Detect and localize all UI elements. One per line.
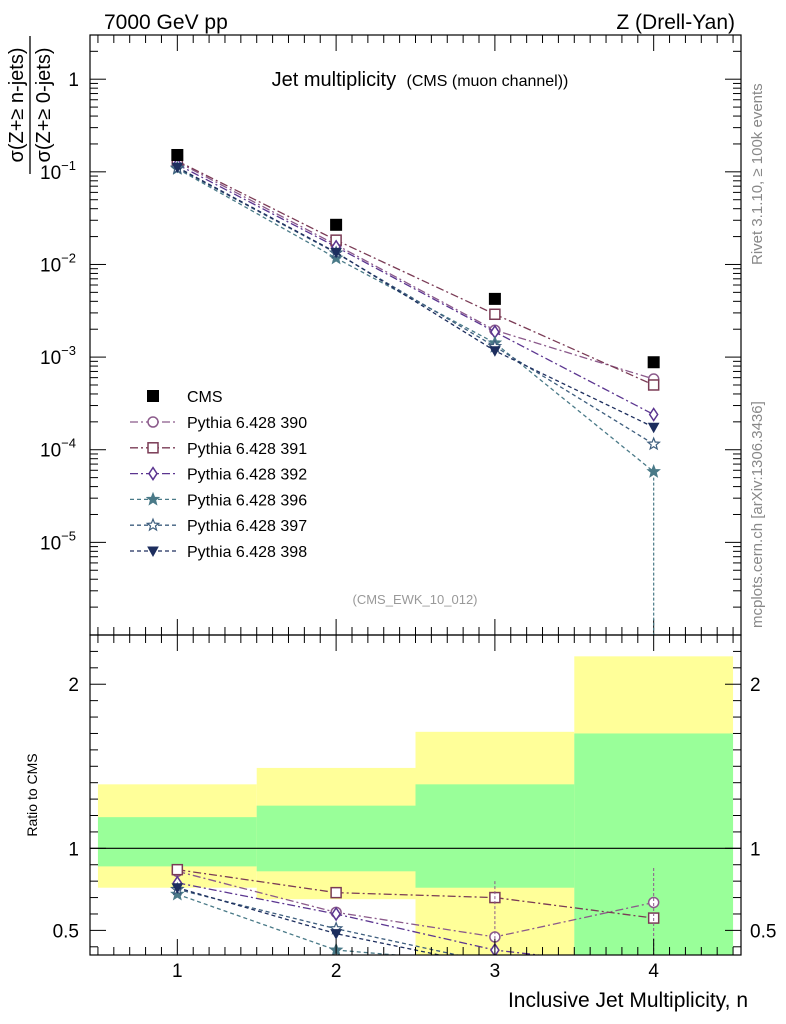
series-group [172,157,659,422]
legend-marker [147,390,159,402]
ratio-plot-frame [89,634,742,956]
analysis-id: (CMS_EWK_10_012) [353,592,478,607]
legend-marker [147,546,159,558]
legend-marker [145,491,161,506]
series-group [171,156,660,385]
ratio-line [177,882,544,955]
x-axis-label: Inclusive Jet Multiplicity, n [508,989,748,1012]
x-tick-label: 2 [331,961,342,982]
series-line [177,161,654,380]
series-group [170,160,661,451]
series-point [489,308,501,321]
band-group [97,656,734,955]
ratio-line [177,893,404,955]
ratio-panel: 0.5 0.5 1 1 2 2 Ratio to CMS 1 2 3 4 Inclusive J… [24,634,777,1012]
y-tick-label: 10−2 [40,250,76,276]
legend-marker [148,466,158,481]
data-point [171,148,184,161]
ratio-point [330,929,342,940]
y-tick-label: 1 [68,70,79,91]
series-group [171,162,660,434]
x-tick-labels: 1 2 3 4 [172,961,659,982]
series-point [647,422,660,434]
ratio-point [171,863,184,876]
y-tick-label: 10−5 [40,528,76,554]
header-right: Z (Drell-Yan) [616,11,735,34]
data-point [330,218,343,231]
x-tick-label: 1 [172,961,183,982]
main-panel: Jet multiplicity (CMS (muon channel)) (C… [6,34,742,636]
series-line [177,160,654,386]
ratio-point [647,896,660,909]
series-group [171,155,660,391]
chart-title: Jet multiplicity (CMS (muon channel)) [272,69,569,91]
mcplots-label: mcplots.cern.ch [arXiv:1306.3436] [749,401,766,628]
legend-label: Pythia 6.428 391 [187,441,307,458]
series-line [177,168,655,473]
band-inner [415,784,575,888]
ratio-line [177,869,654,919]
ratio-bands [90,656,741,955]
ratio-y-tick-label: 1 [750,839,761,860]
x-tick-label: 4 [648,961,659,982]
legend-label: Pythia 6.428 397 [187,518,307,535]
series-line [177,163,654,416]
series-point [648,407,659,422]
series-point [489,346,501,357]
legend-marker [147,442,159,454]
main-axis-ticks [90,34,741,636]
ratio-point [331,906,342,922]
ratio-y-axis-label: Ratio to CMS [24,753,40,836]
y-axis-label-denominator: σ(Z+≥ 0-jets) [33,48,55,163]
ratio-y-tick-label: 0.5 [53,921,79,942]
x-tick-label: 3 [490,961,501,982]
y-axis-label-numerator: σ(Z+≥ n-jets) [6,48,28,163]
main-plot-data [170,148,661,635]
header-left: 7000 GeV pp [104,11,228,34]
y-tick-label: 10−1 [40,158,76,184]
series-point [646,464,661,478]
ratio-axis-ticks [90,635,741,955]
legend-label: Pythia 6.428 392 [187,467,307,484]
ratio-point [171,883,184,894]
series-line [177,167,655,445]
ratio-y-tick-label: 2 [750,675,761,696]
band-inner [256,805,416,872]
legend-label: Pythia 6.428 398 [187,544,307,561]
data-point [488,292,501,305]
ratio-y-tick-label: 2 [68,675,79,696]
legend-label: CMS [187,389,223,406]
series-point [330,247,342,259]
legend: CMS Pythia 6.428 390 Pythia 6.428 391 Pythi… [130,389,307,561]
legend-marker [147,416,159,428]
rivet-label: Rivet 3.1.10, ≥ 100k events [749,83,766,265]
series-point [171,162,184,174]
band-inner [97,817,257,867]
series-point [647,379,660,391]
ratio-y-tick-label: 0.5 [750,921,776,942]
ratio-line [177,870,654,938]
series-line [177,166,654,428]
data-point [647,356,660,369]
y-tick-labels: 1 10−1 10−2 10−3 10−4 10−5 [40,70,79,554]
y-tick-label: 10−3 [40,343,76,369]
legend-label: Pythia 6.428 390 [187,415,307,432]
y-tick-label: 10−4 [40,436,76,462]
ratio-y-tick-label: 1 [68,839,79,860]
ratio-point [330,886,342,899]
series-point [646,436,661,451]
legend-label: Pythia 6.428 396 [187,492,307,509]
ratio-y-tick-labels: 0.5 0.5 1 1 2 2 [53,675,777,942]
legend-marker [145,517,161,532]
